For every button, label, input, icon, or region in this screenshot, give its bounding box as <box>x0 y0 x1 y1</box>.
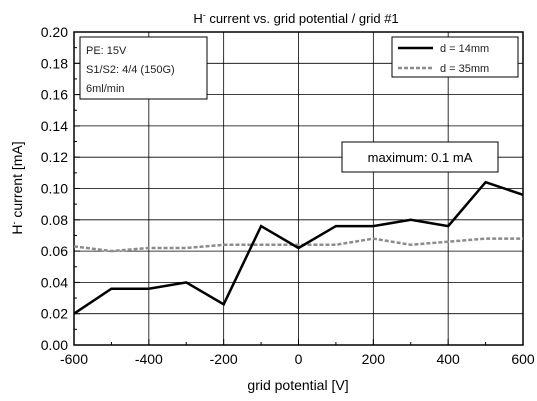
y-tick-label: 0.08 <box>41 212 68 228</box>
y-tick-label: 0.18 <box>41 55 68 71</box>
x-ticks: -600 -400 -200 0 200 400 600 <box>60 339 535 367</box>
y-tick-label: 0.20 <box>41 24 68 40</box>
y-tick-label: 0.10 <box>41 181 68 197</box>
y-tick-label: 0.12 <box>41 149 68 165</box>
y-tick-label: 0.04 <box>41 274 68 290</box>
series-line-14mm <box>73 180 524 315</box>
series-group <box>73 180 524 315</box>
y-tick-label: 0.14 <box>41 118 68 134</box>
x-tick-label: -200 <box>210 351 238 367</box>
x-tick-label: -600 <box>60 351 88 367</box>
y-tick-label: 0.16 <box>41 87 68 103</box>
x-tick-label: 0 <box>295 351 303 367</box>
y-label-h: H <box>9 225 25 235</box>
x-tick-label: 200 <box>362 351 386 367</box>
legend-label-35mm: d = 35mm <box>440 63 489 75</box>
legend: d = 14mm d = 35mm <box>391 36 519 78</box>
parameter-box: PE: 15V S1/S2: 4/4 (150G) 6ml/min <box>79 36 208 100</box>
maximum-box: maximum: 0.1 mA <box>341 141 499 173</box>
series-line-35mm <box>73 237 523 253</box>
y-label-rest: current [mA] <box>9 141 25 221</box>
x-axis-label: grid potential [V] <box>247 377 348 393</box>
param-line-3: 6ml/min <box>86 83 125 95</box>
x-tick-label: 600 <box>511 351 535 367</box>
y-axis-label: H- current [mA] <box>9 141 25 234</box>
y-tick-label: 0.02 <box>41 306 68 322</box>
y-tick-label: 0.06 <box>41 243 68 259</box>
legend-label-14mm: d = 14mm <box>440 43 489 55</box>
y-label-superscript: - <box>9 222 19 225</box>
x-tick-label: -400 <box>135 351 163 367</box>
maximum-label: maximum: 0.1 mA <box>368 150 473 165</box>
title-superscript: - <box>203 10 206 20</box>
x-tick-label: 400 <box>436 351 460 367</box>
param-line-1: PE: 15V <box>86 45 127 57</box>
chart-title: H- current vs. grid potential / grid #1 <box>193 10 398 26</box>
y-ticks: 0.00 0.02 0.04 0.06 0.08 0.10 0.12 0.14 0.16 0.18… <box>41 24 80 353</box>
y-tick-label: 0.00 <box>41 337 68 353</box>
title-h: H <box>193 11 202 26</box>
param-line-2: S1/S2: 4/4 (150G) <box>86 64 175 76</box>
title-rest: current vs. grid potential / grid #1 <box>206 11 399 26</box>
